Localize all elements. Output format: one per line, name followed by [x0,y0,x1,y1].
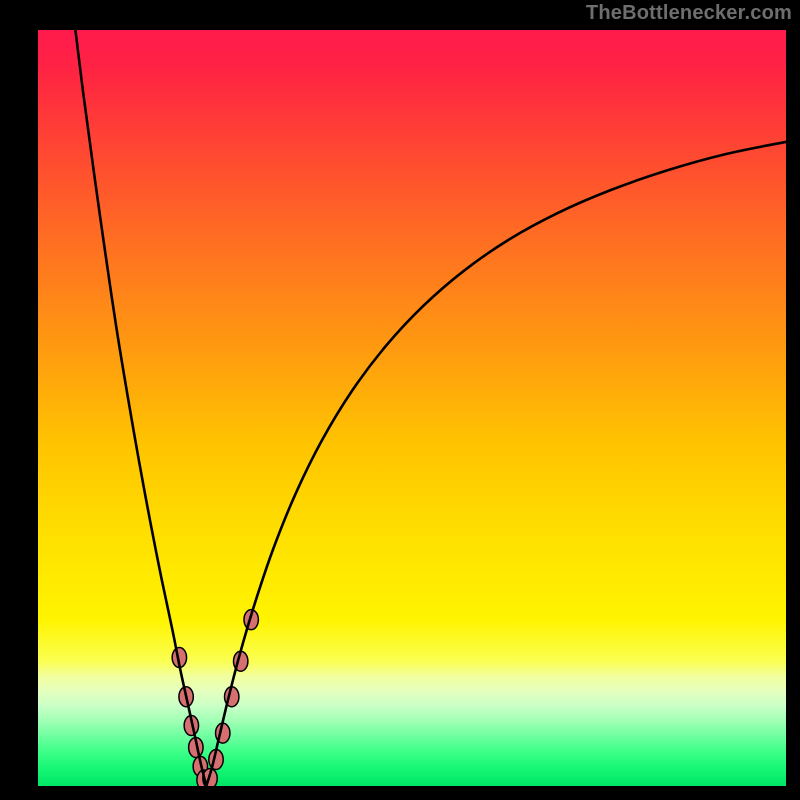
watermark-text: TheBottlenecker.com [586,2,792,25]
bottleneck-curve-right [206,142,786,786]
plot-area [38,30,786,786]
chart-stage: TheBottlenecker.com [0,0,800,800]
bottleneck-curve-left [75,30,206,786]
curve-layer [38,30,786,786]
